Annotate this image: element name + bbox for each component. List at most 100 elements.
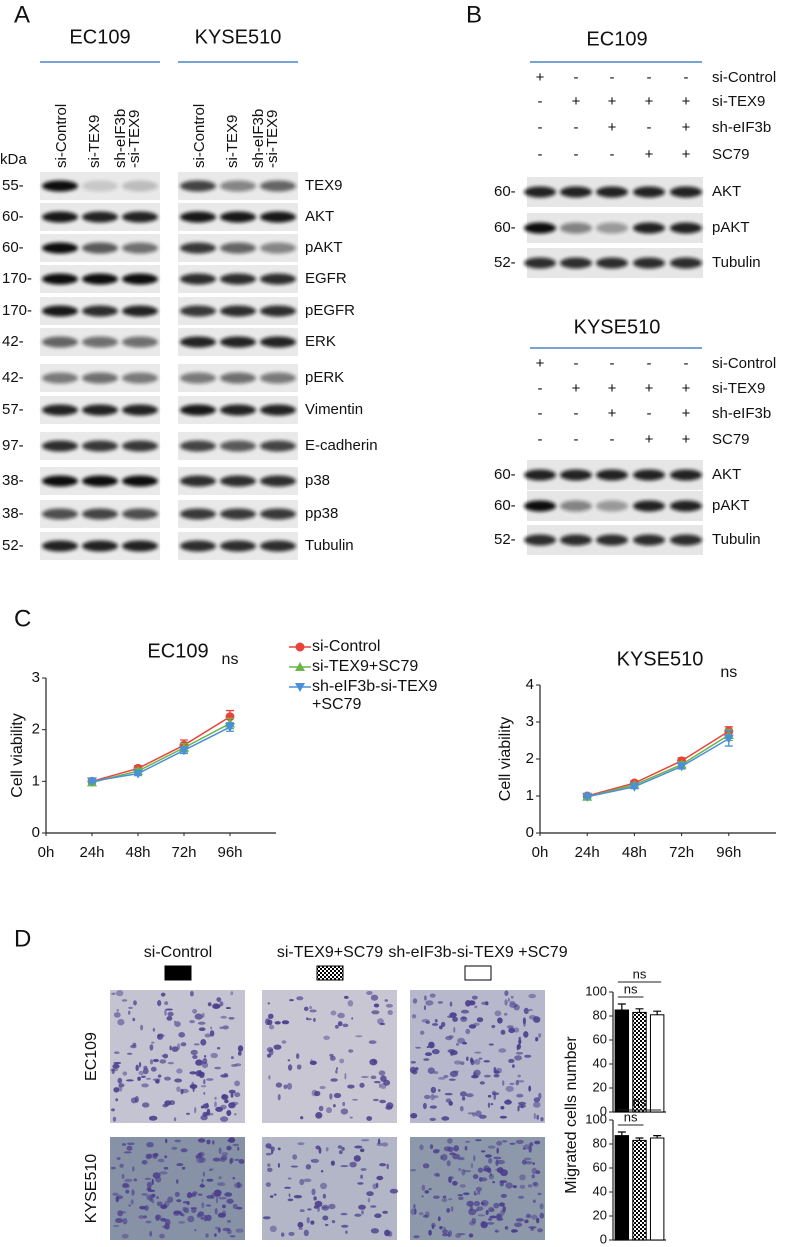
cell [441, 1197, 448, 1203]
protein-label: Vimentin [305, 401, 363, 418]
cell [160, 1204, 168, 1209]
cell [122, 1071, 128, 1076]
cell [180, 1088, 184, 1095]
cell [371, 1010, 380, 1015]
cell [181, 1166, 186, 1170]
cell [379, 1163, 387, 1167]
cell [507, 997, 510, 1002]
cell [423, 1102, 427, 1110]
cell [190, 1207, 198, 1210]
condition-sign: + [682, 380, 691, 397]
cell [299, 1178, 305, 1186]
cell [447, 1049, 456, 1053]
cell [337, 1145, 343, 1149]
cell [112, 1192, 119, 1196]
micrograph [409, 990, 545, 1123]
cell [115, 1218, 123, 1223]
blot-band [220, 242, 256, 254]
cell [473, 1069, 481, 1077]
cell [220, 1074, 229, 1078]
cell [146, 1153, 155, 1158]
blot-band [596, 222, 628, 234]
cell [141, 1193, 148, 1196]
blot-band [524, 186, 556, 198]
x-tick-label: 48h [125, 844, 150, 861]
lane-label: si-TEX9 [224, 115, 241, 168]
cell [235, 1228, 244, 1233]
condition-sign: - [647, 69, 652, 86]
lane-label: -si-TEX9 [126, 110, 143, 168]
cell [197, 1021, 206, 1025]
cell [382, 1210, 388, 1214]
blot-band [82, 336, 118, 348]
condition-sign: + [572, 380, 581, 397]
cell [237, 1146, 240, 1151]
cell [504, 1226, 509, 1230]
cell [488, 1158, 493, 1164]
cell [428, 1188, 432, 1191]
cell [269, 1225, 277, 1233]
cell [448, 1101, 453, 1106]
micrograph [262, 990, 397, 1123]
cell [195, 1059, 203, 1066]
cell [465, 1000, 471, 1007]
cell [202, 1171, 205, 1177]
cell [415, 1046, 421, 1049]
y-axis-label: Cell viability [9, 713, 26, 797]
cell [348, 1049, 354, 1053]
cell [222, 1094, 227, 1099]
cell [496, 1213, 502, 1219]
cell [198, 1070, 202, 1077]
cell [284, 1186, 292, 1189]
condition-sign: - [538, 380, 543, 397]
condition-sign: + [608, 380, 617, 397]
cell [424, 1211, 430, 1218]
y-tick-label: 40 [593, 1055, 607, 1070]
cell [141, 1160, 148, 1165]
legend-label: sh-eIF3b-si-TEX9 +SC79 [312, 678, 438, 713]
cell [490, 1103, 494, 1106]
condition-sign: - [538, 119, 543, 136]
x-tick-label: 0h [532, 844, 549, 861]
cell [111, 1108, 115, 1112]
cell [345, 1230, 348, 1234]
blot-band [260, 305, 296, 317]
bar [649, 1137, 665, 1241]
cell [121, 1143, 127, 1146]
cell [262, 1216, 271, 1220]
cell [222, 1025, 229, 1030]
y-tick-label: 60 [593, 1159, 607, 1174]
cell [281, 1232, 285, 1237]
blot-band [220, 540, 256, 552]
cell [224, 1099, 229, 1104]
blot-band [220, 336, 256, 348]
cell [309, 1005, 313, 1010]
condition-sign: - [538, 405, 543, 422]
cell [443, 1074, 449, 1078]
error-bar [635, 1008, 644, 1013]
cell [518, 1101, 526, 1106]
protein-label: TEX9 [305, 177, 343, 194]
blot-band [220, 180, 256, 192]
blot-band [560, 257, 592, 269]
row-label: EC109 [83, 1032, 100, 1081]
cell [174, 1021, 181, 1027]
cell [297, 1221, 304, 1228]
panel-label: D [14, 925, 31, 952]
x-tick-label: 24h [79, 844, 104, 861]
cell [134, 1096, 139, 1103]
micrograph-bg [410, 990, 545, 1123]
cell [265, 1182, 271, 1187]
cell [528, 1146, 532, 1153]
x-tick-label: 72h [669, 844, 694, 861]
cell [305, 1164, 312, 1170]
cell [207, 1002, 212, 1007]
condition-sign: - [538, 431, 543, 448]
cell [354, 1145, 363, 1149]
cell [174, 1139, 182, 1143]
cell [218, 1176, 222, 1179]
mw-label: 170- [2, 302, 32, 319]
cell [322, 1206, 328, 1209]
cell [212, 1004, 221, 1009]
cell [192, 1008, 198, 1014]
